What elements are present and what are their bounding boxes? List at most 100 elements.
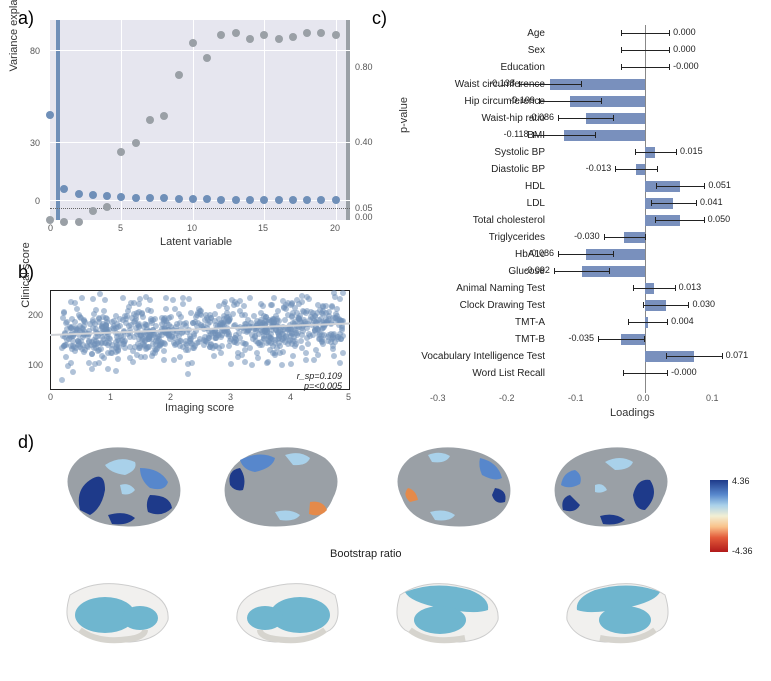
loading-value: 0.041 xyxy=(700,197,723,207)
scatter-point xyxy=(285,300,291,306)
variance-point xyxy=(246,196,254,204)
scatter-point xyxy=(269,302,275,308)
err-cap xyxy=(604,234,605,240)
scatter-point xyxy=(211,353,217,359)
loading-row: Age0.000 xyxy=(400,27,760,41)
tick: 5 xyxy=(346,392,351,402)
err-cap xyxy=(558,115,559,121)
loading-value: -0.138 xyxy=(489,78,515,88)
scatter-point xyxy=(216,345,222,351)
scatter-point xyxy=(79,295,85,301)
scatter-point xyxy=(74,326,80,332)
tick: 100 xyxy=(28,360,43,370)
scatter-point xyxy=(92,361,98,367)
loading-label: Clock Drawing Test xyxy=(460,300,545,311)
scatter-point xyxy=(224,305,230,311)
loading-label: Age xyxy=(527,28,545,39)
loading-value: -0.000 xyxy=(671,367,697,377)
variance-point xyxy=(160,194,168,202)
err-cap xyxy=(633,285,634,291)
variance-point xyxy=(303,196,311,204)
scatter-point xyxy=(305,341,311,347)
err-cap xyxy=(598,336,599,342)
loading-row: Hip circumference-0.109 xyxy=(400,95,760,109)
tick: 0.05 xyxy=(355,203,373,213)
loading-row: Clock Drawing Test0.030 xyxy=(400,299,760,313)
loading-label: Sex xyxy=(528,45,545,56)
tick: 0 xyxy=(48,392,53,402)
scatter-point xyxy=(272,337,278,343)
scatter-point xyxy=(224,314,230,320)
loading-row: Systolic BP0.015 xyxy=(400,146,760,160)
loading-error xyxy=(656,186,704,187)
scatter-point xyxy=(334,306,340,312)
loading-error xyxy=(554,271,609,272)
err-cap xyxy=(615,166,616,172)
scatter-point xyxy=(90,317,96,323)
scatter-point xyxy=(279,362,285,368)
scatter-point xyxy=(84,343,90,349)
scatter-point xyxy=(330,315,336,321)
tick: -0.1 xyxy=(568,393,584,403)
scatter-point xyxy=(279,336,285,342)
scatter-point xyxy=(320,341,326,347)
scatter-point xyxy=(242,359,248,365)
loading-error xyxy=(604,237,645,238)
pvalue-point xyxy=(260,31,268,39)
scatter-point xyxy=(172,306,178,312)
scatter-point xyxy=(271,316,277,322)
scatter-point xyxy=(247,295,253,301)
err-cap xyxy=(621,64,622,70)
scatter-point xyxy=(340,290,346,296)
scatter-point xyxy=(185,361,191,367)
scatter-point xyxy=(259,342,265,348)
loading-value: -0.035 xyxy=(569,333,595,343)
scatter-point xyxy=(161,357,167,363)
panel-d: 4.36 -4.36 Bootstrap ratio xyxy=(20,440,750,670)
stat-rsp: r_sp=0.109 xyxy=(297,371,342,381)
pvalue-point xyxy=(317,29,325,37)
scatter-point xyxy=(271,295,277,301)
tick: 0.80 xyxy=(355,62,373,72)
subcortical-4 xyxy=(545,580,685,650)
scatter-point xyxy=(111,318,117,324)
scatter-point xyxy=(161,340,167,346)
loading-label: Vocabulary Intelligence Test xyxy=(421,351,545,362)
loading-error xyxy=(666,356,721,357)
scatter-point xyxy=(174,321,180,327)
scatter-point xyxy=(105,366,111,372)
scatter-point xyxy=(166,322,172,328)
loading-row: Glucose-0.092 xyxy=(400,265,760,279)
scatter-point xyxy=(144,345,150,351)
loading-value: -0.030 xyxy=(574,231,600,241)
err-cap xyxy=(667,370,668,376)
scatter-point xyxy=(261,313,267,319)
tick: 0.1 xyxy=(706,393,719,403)
scatter-point xyxy=(299,345,305,351)
tick: -0.2 xyxy=(499,393,515,403)
scatter-point xyxy=(330,343,336,349)
scatter-point xyxy=(258,301,264,307)
scatter-point xyxy=(75,338,81,344)
scatter-point xyxy=(337,360,343,366)
loading-label: TMT-B xyxy=(515,334,545,345)
scatter-point xyxy=(127,355,133,361)
tick: 10 xyxy=(187,223,197,233)
loading-error xyxy=(633,288,674,289)
scatter-point xyxy=(148,316,154,322)
err-cap xyxy=(539,98,540,104)
tick: 0 xyxy=(48,223,53,233)
loading-label: LDL xyxy=(527,198,545,209)
scatter-point xyxy=(114,334,120,340)
loading-row: Vocabulary Intelligence Test0.071 xyxy=(400,350,760,364)
loading-error xyxy=(539,101,601,102)
loading-row: HDL0.051 xyxy=(400,180,760,194)
loading-label: HDL xyxy=(525,181,545,192)
loading-error xyxy=(651,203,697,204)
loading-row: Word List Recall-0.000 xyxy=(400,367,760,381)
loading-label: Education xyxy=(501,62,545,73)
pvalue-point xyxy=(75,218,83,226)
err-cap xyxy=(613,115,614,121)
scatter-point xyxy=(304,335,310,341)
loading-label: Total cholesterol xyxy=(473,215,545,226)
